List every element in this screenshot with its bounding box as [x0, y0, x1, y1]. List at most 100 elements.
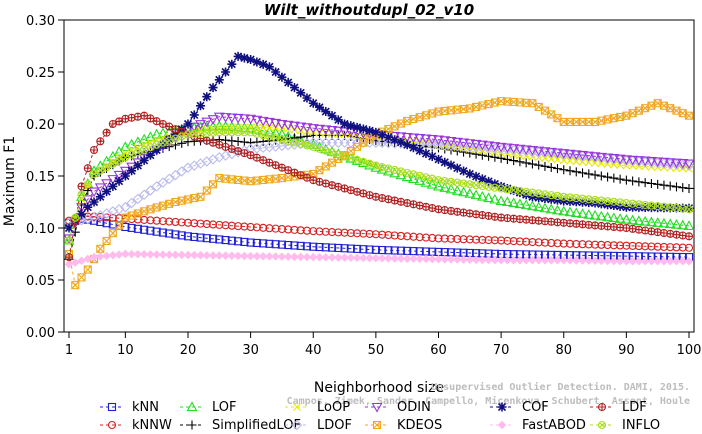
point-fastabod — [665, 257, 675, 266]
point-fastabod — [70, 258, 80, 267]
point-ldof — [132, 193, 144, 205]
legend-marker-ldf — [597, 402, 607, 412]
point-cof — [459, 166, 469, 176]
legend-label-ldof: LDOF — [317, 418, 352, 433]
point-odin — [257, 116, 269, 127]
point-fastabod — [371, 253, 381, 263]
point-odin — [420, 134, 432, 145]
point-cof — [371, 127, 381, 137]
point-fastabod — [402, 254, 412, 263]
point-knnw — [616, 241, 625, 250]
point-knnw — [478, 235, 487, 244]
point-lof — [514, 198, 526, 209]
point-inflo — [497, 184, 506, 193]
point-knn — [353, 244, 362, 253]
point-odin — [433, 135, 444, 146]
y-tick-label: 0.25 — [26, 66, 55, 81]
point-knnw — [296, 226, 305, 235]
point-cof — [646, 203, 656, 213]
point-cof — [383, 132, 393, 142]
point-inflo — [522, 187, 531, 196]
point-knn — [359, 245, 368, 254]
point-lof — [564, 206, 576, 217]
point-cof — [83, 202, 93, 212]
point-fastabod — [553, 255, 562, 265]
point-fastabod — [89, 252, 99, 262]
point-lof — [583, 209, 595, 219]
point-cof — [239, 53, 249, 63]
point-cof — [114, 176, 124, 186]
point-simplifiedlof — [634, 177, 644, 187]
point-knn — [240, 237, 249, 246]
point-odin — [464, 139, 476, 149]
point-fastabod — [584, 256, 594, 265]
chart-title: Wilt_withoutdupl_02_v10 — [264, 1, 474, 19]
point-knnw — [622, 241, 631, 250]
point-inflo — [446, 177, 456, 186]
point-cof — [152, 145, 162, 155]
y-tick-label: 0.05 — [26, 274, 55, 289]
point-loop — [265, 123, 274, 132]
point-simplifiedlof — [584, 169, 594, 179]
point-knnw — [246, 222, 255, 232]
legend: kNN kNNW LOF SimplifiedLOF LoOP LDOF ODIN KDEOS… — [100, 400, 660, 433]
point-kdeos — [684, 111, 694, 120]
point-cof — [277, 72, 287, 82]
point-odin — [539, 147, 551, 157]
point-knn — [296, 241, 305, 250]
point-lof — [263, 126, 275, 136]
point-odin — [589, 152, 601, 162]
point-odin — [301, 123, 313, 133]
point-knnw — [340, 228, 349, 237]
point-loop — [547, 155, 556, 163]
point-lof — [401, 171, 413, 182]
point-fastabod — [102, 251, 111, 261]
point-loop — [591, 159, 599, 167]
y-tick-label: 0.20 — [26, 118, 55, 133]
point-knnw — [284, 225, 293, 234]
point-simplifiedlof — [615, 174, 625, 184]
x-tick-label: 20 — [180, 343, 197, 358]
point-odin — [289, 121, 300, 132]
point-knnw — [509, 237, 518, 246]
point-cof — [534, 193, 544, 203]
point-knnw — [559, 239, 568, 248]
point-ldof — [677, 159, 689, 171]
legend-marker-loop — [293, 403, 301, 411]
point-lof — [577, 208, 588, 218]
point-knnw — [628, 241, 637, 250]
point-simplifiedlof — [289, 133, 299, 143]
point-fastabod — [152, 250, 161, 259]
point-knnw — [384, 231, 393, 240]
point-odin — [414, 133, 426, 144]
point-fastabod — [296, 252, 305, 262]
point-inflo — [453, 178, 462, 187]
point-inflo — [183, 130, 193, 139]
point-lof — [508, 197, 520, 208]
point-lof — [677, 219, 689, 230]
point-cof — [302, 93, 312, 103]
point-knn — [127, 223, 136, 232]
point-knnw — [371, 230, 380, 239]
point-fastabod — [672, 257, 681, 266]
legend-label-loop: LoOP — [317, 400, 350, 415]
point-knnw — [453, 234, 462, 244]
point-cof — [321, 107, 331, 117]
point-cof — [189, 110, 199, 120]
series-layer — [63, 51, 695, 290]
point-odin — [558, 149, 570, 159]
point-inflo — [578, 194, 587, 203]
point-loop — [572, 157, 581, 166]
point-kdeos — [102, 236, 111, 246]
legend-item-fastabod: FastABOD — [490, 418, 586, 433]
point-fastabod — [571, 256, 581, 265]
point-knn — [309, 242, 318, 251]
point-lof — [232, 121, 244, 132]
point-ldof — [220, 150, 231, 161]
point-fastabod — [327, 253, 337, 262]
point-knnw — [553, 239, 562, 248]
point-inflo — [208, 128, 218, 137]
x-tick-label: 40 — [305, 343, 322, 358]
point-knnw — [434, 234, 443, 243]
point-simplifiedlof — [496, 153, 506, 163]
